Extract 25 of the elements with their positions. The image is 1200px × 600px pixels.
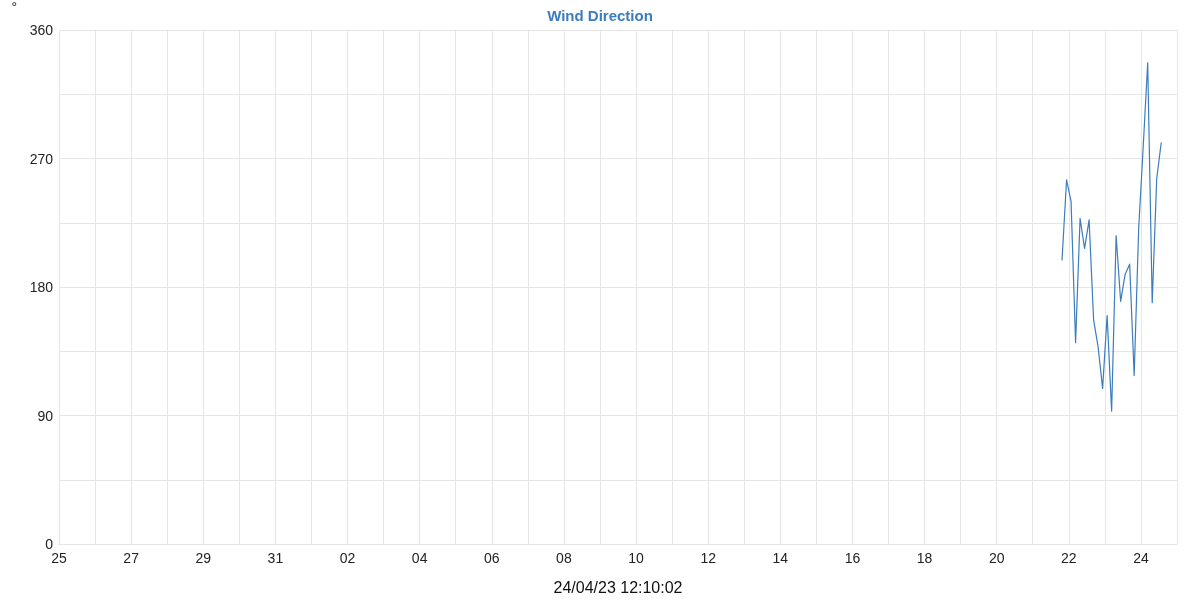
x-tick-label: 25 <box>51 550 67 566</box>
x-tick-label: 10 <box>628 550 645 566</box>
x-tick-label: 04 <box>411 550 428 566</box>
x-tick-label: 14 <box>772 550 789 566</box>
x-tick-label: 31 <box>267 550 284 566</box>
y-tick-label: 90 <box>37 407 54 424</box>
y-tick-label: 0 <box>45 536 54 552</box>
y-axis-title: ° <box>11 0 17 15</box>
y-tick-label: 360 <box>29 22 54 38</box>
x-tick-label: 12 <box>700 550 717 566</box>
x-tick-label: 16 <box>844 550 861 566</box>
x-tick-label: 20 <box>988 550 1005 566</box>
x-tick-label: 18 <box>916 550 933 566</box>
y-tick-label: 180 <box>29 279 54 295</box>
chart-title: Wind Direction <box>547 7 653 24</box>
x-tick-label: 27 <box>123 550 140 566</box>
x-tick-label: 08 <box>556 550 572 566</box>
x-axis-title: 24/04/23 12:10:02 <box>553 578 683 596</box>
line-series <box>1061 62 1162 412</box>
y-tick-label: 270 <box>29 150 54 167</box>
x-tick-label: 02 <box>339 550 356 566</box>
x-tick-label: 06 <box>483 550 500 566</box>
x-tick-label: 29 <box>195 550 212 566</box>
x-tick-label: 24 <box>1133 550 1149 566</box>
x-tick-label: 22 <box>1061 550 1077 566</box>
